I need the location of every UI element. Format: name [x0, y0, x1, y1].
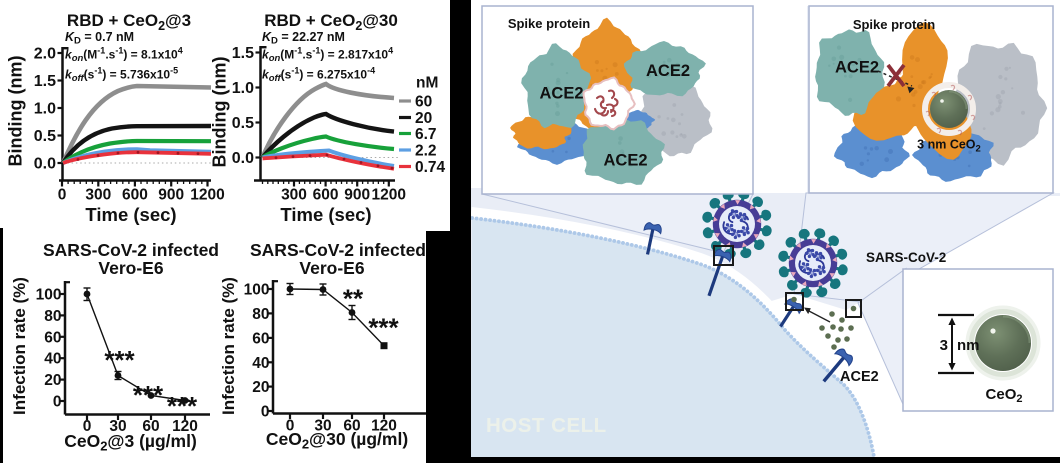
- svg-text:6.7: 6.7: [415, 126, 437, 143]
- svg-text:100: 100: [244, 282, 270, 299]
- svg-text:koff(s-1) = 5.736x10-5: koff(s-1) = 5.736x10-5: [65, 66, 178, 85]
- svg-text:30: 30: [314, 418, 331, 435]
- svg-text:nM: nM: [416, 75, 438, 92]
- svg-text:100: 100: [36, 287, 62, 304]
- svg-text:0.74: 0.74: [415, 159, 446, 176]
- svg-text:***: ***: [104, 345, 135, 375]
- svg-text:ACE2: ACE2: [603, 152, 647, 170]
- svg-text:Vero-E6: Vero-E6: [299, 258, 364, 278]
- svg-text:120: 120: [371, 418, 397, 435]
- svg-text:60: 60: [252, 330, 269, 347]
- svg-text:**: **: [343, 284, 364, 314]
- svg-text:120: 120: [172, 418, 198, 435]
- svg-text:***: ***: [167, 391, 198, 421]
- svg-text:300: 300: [85, 187, 111, 204]
- svg-text:0.0: 0.0: [34, 156, 56, 173]
- svg-text:40: 40: [44, 351, 61, 368]
- svg-text:CeO2: CeO2: [986, 386, 1023, 405]
- svg-text:60: 60: [44, 329, 61, 346]
- svg-text:nm: nm: [957, 337, 980, 354]
- svg-text:Vero-E6: Vero-E6: [98, 258, 163, 278]
- svg-text:Spike protein: Spike protein: [853, 17, 935, 32]
- svg-text:0.0: 0.0: [232, 150, 254, 167]
- svg-text:ACE2: ACE2: [835, 59, 879, 77]
- svg-text:CeO2@3 (µg/ml): CeO2@3 (µg/ml): [64, 431, 197, 454]
- svg-text:0: 0: [261, 404, 270, 421]
- svg-text:Binding (nm): Binding (nm): [6, 56, 26, 167]
- svg-text:KD = 0.7 nM: KD = 0.7 nM: [65, 30, 134, 47]
- svg-text:HOST CELL: HOST CELL: [486, 414, 607, 437]
- svg-text:RBD + CeO2@30: RBD + CeO2@30: [264, 11, 398, 33]
- svg-text:2.2: 2.2: [415, 143, 437, 160]
- svg-text:1200: 1200: [190, 187, 224, 204]
- svg-text:600: 600: [122, 187, 148, 204]
- svg-text:ACE2: ACE2: [646, 62, 690, 80]
- svg-text:40: 40: [252, 355, 269, 372]
- svg-text:30: 30: [109, 418, 126, 435]
- svg-text:Time (sec): Time (sec): [280, 204, 371, 225]
- svg-text:0: 0: [53, 394, 62, 411]
- svg-text:KD = 22.27 nM: KD = 22.27 nM: [262, 30, 345, 47]
- svg-text:ACE2: ACE2: [840, 369, 879, 385]
- svg-text:***: ***: [368, 313, 399, 343]
- svg-text:3: 3: [940, 337, 948, 354]
- svg-text:1200: 1200: [372, 187, 406, 204]
- svg-text:SARS-CoV-2: SARS-CoV-2: [866, 250, 946, 265]
- svg-text:20: 20: [44, 372, 61, 389]
- svg-text:3 nm CeO2: 3 nm CeO2: [917, 138, 981, 155]
- svg-text:1.5: 1.5: [232, 45, 254, 62]
- svg-text:1.0: 1.0: [34, 101, 56, 118]
- svg-text:Time (sec): Time (sec): [85, 204, 176, 225]
- svg-text:Infection rate (%): Infection rate (%): [10, 277, 29, 415]
- svg-text:60: 60: [142, 418, 159, 435]
- svg-text:SARS-CoV-2 infected: SARS-CoV-2 infected: [43, 240, 219, 260]
- svg-text:60: 60: [343, 418, 360, 435]
- svg-text:kon(M-1.s-1) = 2.817x104: kon(M-1.s-1) = 2.817x104: [262, 46, 393, 65]
- svg-text:Binding (nm): Binding (nm): [210, 57, 230, 168]
- svg-text:ACE2: ACE2: [539, 85, 583, 103]
- svg-text:0: 0: [286, 418, 295, 435]
- svg-text:Infection rate (%): Infection rate (%): [219, 277, 238, 415]
- svg-text:0: 0: [58, 187, 67, 204]
- svg-text:0.5: 0.5: [34, 128, 56, 145]
- svg-text:60: 60: [415, 94, 432, 111]
- svg-text:koff(s-1) = 6.275x10-4: koff(s-1) = 6.275x10-4: [262, 66, 375, 85]
- svg-text:1.0: 1.0: [232, 80, 254, 97]
- svg-text:900: 900: [344, 187, 370, 204]
- svg-text:300: 300: [281, 187, 307, 204]
- svg-text:***: ***: [133, 380, 164, 410]
- svg-text:20: 20: [252, 379, 269, 396]
- svg-text:900: 900: [158, 187, 184, 204]
- svg-text:1.5: 1.5: [34, 73, 56, 90]
- svg-text:80: 80: [252, 306, 269, 323]
- svg-text:20: 20: [415, 110, 432, 127]
- svg-text:SARS-CoV-2 infected: SARS-CoV-2 infected: [250, 240, 426, 260]
- svg-text:kon(M-1.s-1) = 8.1x104: kon(M-1.s-1) = 8.1x104: [65, 46, 183, 65]
- svg-text:Spike protein: Spike protein: [508, 16, 590, 31]
- svg-text:CeO2@30 (µg/ml): CeO2@30 (µg/ml): [266, 429, 408, 452]
- svg-text:0.5: 0.5: [232, 115, 254, 132]
- svg-text:600: 600: [313, 187, 339, 204]
- svg-text:2.0: 2.0: [34, 46, 56, 63]
- svg-text:80: 80: [44, 308, 61, 325]
- svg-text:0: 0: [83, 418, 92, 435]
